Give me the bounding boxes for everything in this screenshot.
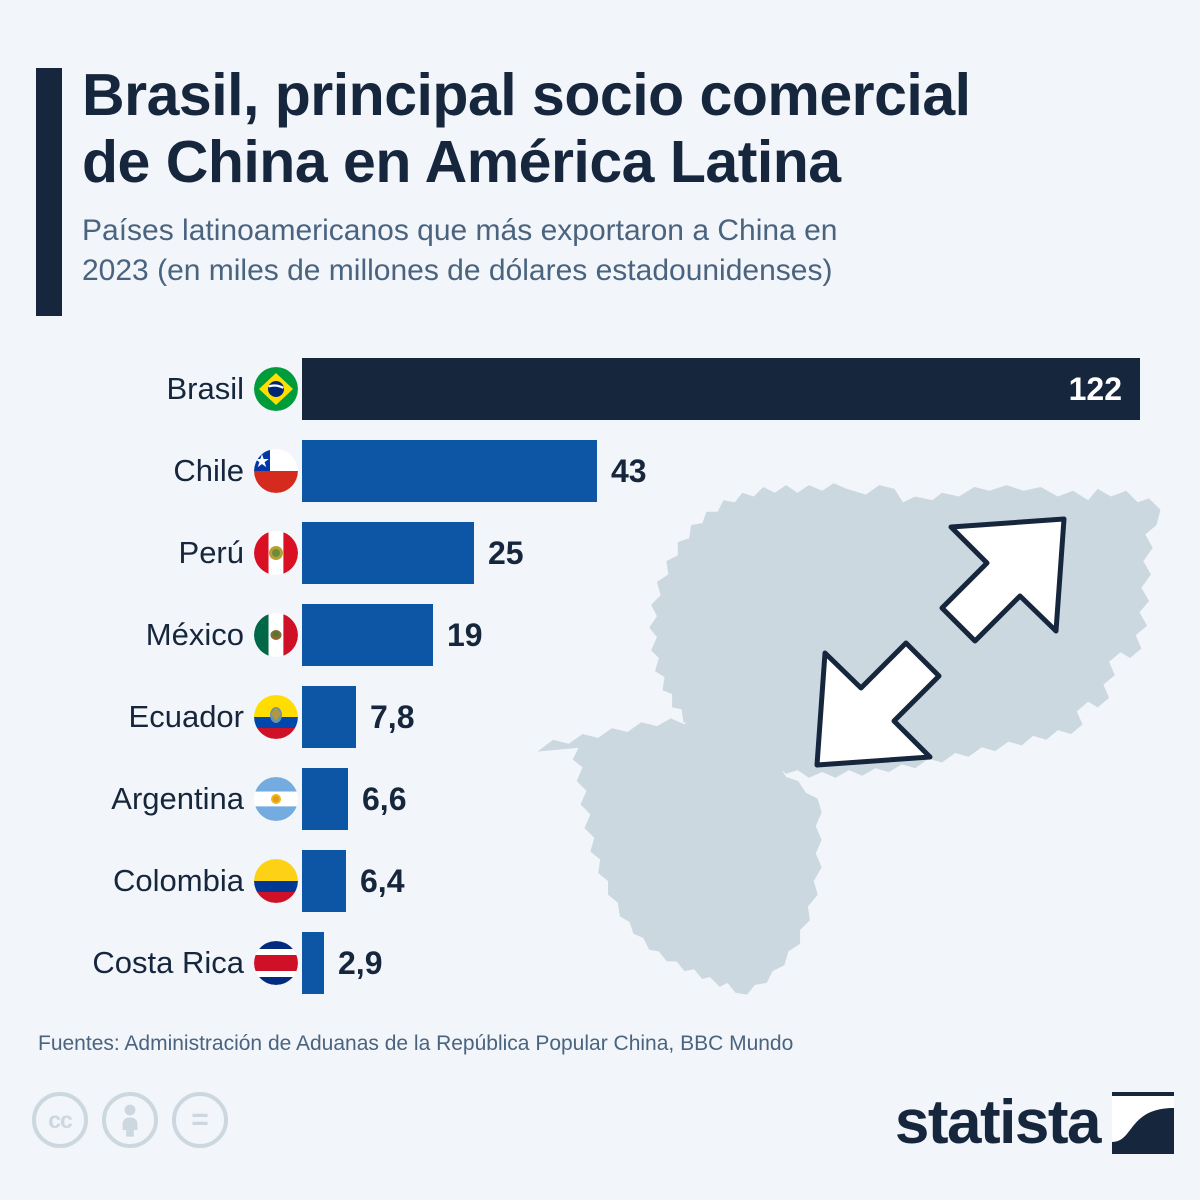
country-label: Brasil bbox=[166, 371, 244, 406]
bar-wrap: 122 bbox=[302, 358, 1140, 420]
row-label-group: Costa Rica bbox=[92, 932, 298, 994]
bar-wrap: 43 bbox=[302, 440, 647, 502]
flag-mexico-icon bbox=[254, 613, 298, 657]
row-label-group: México bbox=[146, 604, 298, 666]
bar-peru bbox=[302, 522, 474, 584]
country-label: México bbox=[145, 617, 244, 652]
bar-chart: Brasil 122 Chile bbox=[0, 358, 1200, 1014]
cc-icon-label: cc bbox=[48, 1106, 73, 1133]
chart-row: Ecuador bbox=[0, 686, 1200, 748]
flag-colombia-icon bbox=[254, 859, 298, 903]
bar-value-label: 6,4 bbox=[360, 863, 405, 899]
bar-chile bbox=[302, 440, 597, 502]
creative-commons-icons: cc = bbox=[32, 1092, 228, 1148]
bar-wrap: 7,8 bbox=[302, 686, 414, 748]
country-label: Argentina bbox=[111, 781, 244, 816]
flag-argentina-icon bbox=[254, 777, 298, 821]
row-label-group: Argentina bbox=[111, 768, 298, 830]
bar-wrap: 2,9 bbox=[302, 932, 382, 994]
country-label: Chile bbox=[173, 453, 244, 488]
country-label: Ecuador bbox=[128, 699, 244, 734]
chart-row: Brasil 122 bbox=[0, 358, 1200, 420]
page-title: Brasil, principal socio comercial de Chi… bbox=[82, 62, 971, 195]
cc-icon[interactable]: cc bbox=[32, 1092, 88, 1148]
flag-costa-rica-icon bbox=[254, 941, 298, 985]
country-label: Perú bbox=[178, 535, 244, 570]
bar-value-label: 6,6 bbox=[362, 781, 407, 817]
country-label: Costa Rica bbox=[92, 945, 244, 980]
equals-glyph: = bbox=[191, 1103, 209, 1136]
bar-wrap: 6,4 bbox=[302, 850, 404, 912]
chart-row: Costa Rica bbox=[0, 932, 1200, 994]
bar-costa-rica bbox=[302, 932, 324, 994]
bar-wrap: 25 bbox=[302, 522, 524, 584]
header: Brasil, principal socio comercial de Chi… bbox=[36, 62, 1176, 316]
cc-by-person-icon[interactable] bbox=[102, 1092, 158, 1148]
person-glyph bbox=[122, 1104, 138, 1137]
bar-wrap: 19 bbox=[302, 604, 483, 666]
bar-value-label: 25 bbox=[488, 535, 524, 571]
flag-brazil-icon bbox=[254, 367, 298, 411]
statista-logo[interactable]: statista bbox=[895, 1092, 1174, 1154]
bar-value-label: 19 bbox=[447, 617, 483, 653]
chart-row: Chile 43 bbox=[0, 440, 1200, 502]
footer: cc = statista bbox=[0, 1092, 1200, 1182]
bar-ecuador bbox=[302, 686, 356, 748]
statista-wordmark: statista bbox=[894, 1088, 1102, 1157]
cc-nd-equals-icon[interactable]: = bbox=[172, 1092, 228, 1148]
statista-mark-icon bbox=[1112, 1092, 1174, 1154]
bar-value-label: 2,9 bbox=[338, 945, 383, 981]
bar-argentina bbox=[302, 768, 348, 830]
title-accent-bar bbox=[36, 68, 62, 316]
bar-wrap: 6,6 bbox=[302, 768, 406, 830]
page-subtitle: Países latinoamericanos que más exportar… bbox=[82, 214, 838, 288]
bar-mexico bbox=[302, 604, 433, 666]
bar-brasil bbox=[302, 358, 1140, 420]
bar-value-label: 122 bbox=[1068, 371, 1122, 407]
flag-peru-icon bbox=[254, 531, 298, 575]
row-label-group: Colombia bbox=[113, 850, 298, 912]
chart-row: Colombia 6,4 bbox=[0, 850, 1200, 912]
flag-ecuador-icon bbox=[254, 695, 298, 739]
row-label-group: Perú bbox=[179, 522, 298, 584]
flag-chile-icon bbox=[254, 449, 298, 493]
row-label-group: Brasil bbox=[166, 358, 298, 420]
source-note: Fuentes: Administración de Aduanas de la… bbox=[38, 1032, 794, 1055]
header-text-block: Brasil, principal socio comercial de Chi… bbox=[82, 62, 1176, 291]
country-label: Colombia bbox=[113, 863, 244, 898]
chart-row: Perú bbox=[0, 522, 1200, 584]
bar-colombia bbox=[302, 850, 346, 912]
row-label-group: Ecuador bbox=[129, 686, 298, 748]
chart-row: Argentina bbox=[0, 768, 1200, 830]
bar-value-label: 7,8 bbox=[370, 699, 415, 735]
row-label-group: Chile bbox=[173, 440, 298, 502]
chart-row: México bbox=[0, 604, 1200, 666]
bar-value-label: 43 bbox=[611, 453, 647, 489]
